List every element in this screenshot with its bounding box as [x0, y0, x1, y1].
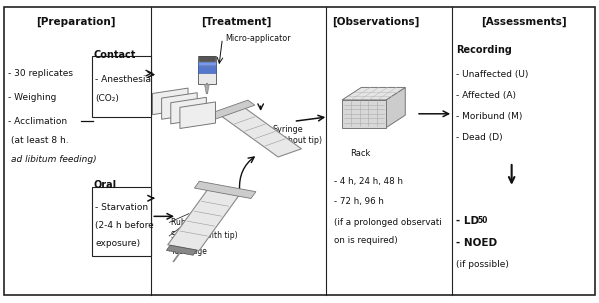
Text: (at least 8 h.: (at least 8 h.: [11, 136, 69, 145]
Text: - LD: - LD: [456, 216, 479, 226]
Text: exposure): exposure): [95, 239, 140, 248]
Text: - 72 h, 96 h: - 72 h, 96 h: [334, 197, 383, 206]
Text: - Dead (D): - Dead (D): [456, 133, 503, 142]
Polygon shape: [162, 93, 197, 119]
Polygon shape: [204, 85, 209, 93]
Text: Syringe
(without tip): Syringe (without tip): [273, 125, 322, 145]
Text: - 30 replicates: - 30 replicates: [8, 68, 73, 78]
FancyBboxPatch shape: [4, 7, 595, 295]
Text: Rubber plug: Rubber plug: [171, 218, 218, 227]
Text: - Acclimation: - Acclimation: [8, 117, 67, 126]
Text: - NOED: - NOED: [456, 238, 497, 248]
Text: - Starvation: - Starvation: [95, 203, 148, 212]
Text: - Affected (A): - Affected (A): [456, 91, 516, 100]
Bar: [199, 56, 214, 61]
Text: - Anesthesia: - Anesthesia: [95, 75, 151, 84]
FancyBboxPatch shape: [92, 187, 152, 256]
Text: - Weighing: - Weighing: [8, 93, 56, 102]
Polygon shape: [171, 97, 206, 124]
Text: Test cage: Test cage: [171, 247, 207, 255]
Text: - Unaffected (U): - Unaffected (U): [456, 70, 528, 79]
Text: [Assessments]: [Assessments]: [482, 17, 567, 27]
Text: Recording: Recording: [456, 45, 512, 55]
Polygon shape: [180, 102, 216, 128]
Text: - Moribund (M): - Moribund (M): [456, 112, 522, 121]
Polygon shape: [220, 107, 301, 157]
Text: - 4 h, 24 h, 48 h: - 4 h, 24 h, 48 h: [334, 177, 403, 186]
Text: (if possible): (if possible): [456, 260, 509, 269]
Text: (if a prolonged observati: (if a prolonged observati: [334, 218, 441, 228]
Polygon shape: [386, 88, 406, 128]
Text: [Observations]: [Observations]: [332, 17, 419, 27]
Polygon shape: [195, 181, 256, 198]
Text: (2-4 h before: (2-4 h before: [95, 221, 154, 230]
Text: Micro-applicator: Micro-applicator: [225, 34, 291, 43]
Bar: [198, 56, 216, 85]
Text: ad libitum feeding): ad libitum feeding): [11, 155, 97, 164]
Text: 50: 50: [477, 216, 488, 225]
Text: Rack: Rack: [350, 148, 371, 158]
Bar: [198, 66, 216, 73]
Text: Contact: Contact: [93, 50, 136, 60]
Text: [Treatment]: [Treatment]: [201, 17, 272, 27]
Polygon shape: [342, 88, 406, 100]
FancyBboxPatch shape: [92, 56, 152, 118]
Polygon shape: [168, 188, 240, 251]
Polygon shape: [167, 245, 197, 255]
Polygon shape: [153, 88, 188, 115]
Text: on is required): on is required): [334, 236, 397, 245]
Text: [Preparation]: [Preparation]: [36, 17, 115, 27]
Text: (CO₂): (CO₂): [95, 94, 119, 103]
Polygon shape: [342, 100, 386, 128]
Text: Syringe (with tip): Syringe (with tip): [171, 231, 238, 241]
Bar: [198, 62, 216, 65]
Text: Oral: Oral: [93, 180, 116, 190]
Polygon shape: [206, 100, 255, 120]
